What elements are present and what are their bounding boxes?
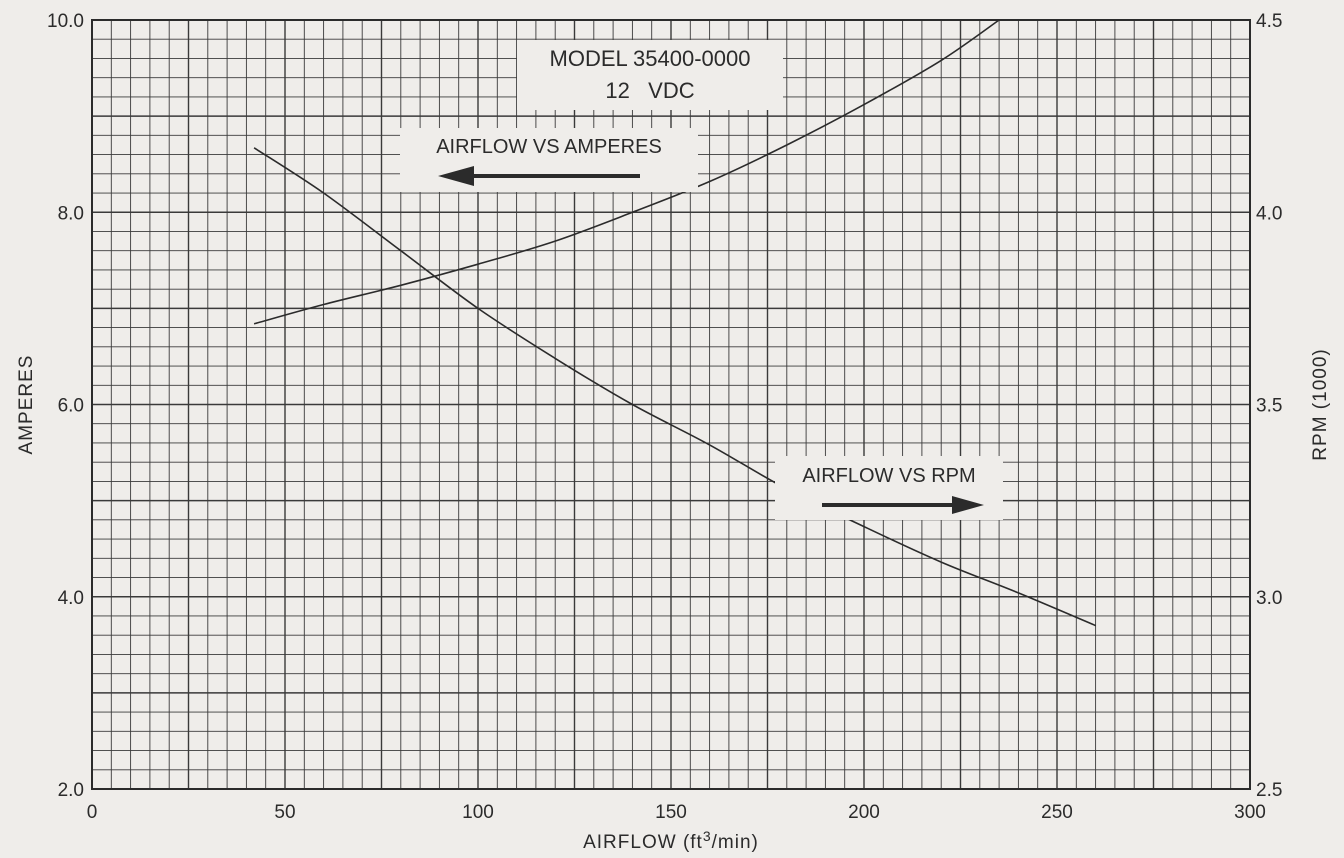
- x-tick-label: 100: [462, 802, 494, 823]
- left-axis-ticks: 2.0 4.0 6.0 8.0 10.0: [47, 11, 84, 801]
- left-axis-label: AMPERES: [16, 355, 37, 455]
- amperes-curve: [253, 147, 1096, 627]
- left-tick-label: 4.0: [58, 588, 84, 609]
- left-tick-label: 2.0: [58, 780, 84, 801]
- right-tick-label: 4.0: [1256, 203, 1282, 224]
- right-tick-label: 4.5: [1256, 11, 1282, 32]
- x-axis-label-tail: /min): [712, 832, 759, 853]
- x-tick-label: 0: [87, 802, 98, 823]
- x-tick-label: 250: [1041, 802, 1073, 823]
- x-tick-label: 50: [274, 802, 295, 823]
- right-tick-label: 2.5: [1256, 780, 1282, 801]
- amperes-annotation: AIRFLOW VS AMPERES: [400, 128, 698, 192]
- amperes-series-label: AIRFLOW VS AMPERES: [436, 136, 662, 158]
- right-tick-label: 3.5: [1256, 396, 1282, 417]
- rpm-series-label: AIRFLOW VS RPM: [802, 465, 975, 487]
- model-box-bg: [517, 40, 783, 110]
- x-tick-label: 150: [655, 802, 687, 823]
- arrow-head: [438, 166, 474, 186]
- rpm-annotation: AIRFLOW VS RPM: [775, 456, 1003, 520]
- chart-subtitle: 12 VDC: [605, 78, 694, 103]
- left-tick-label: 8.0: [58, 203, 84, 224]
- grid: [92, 20, 1250, 789]
- amperes-label-bg: [400, 128, 698, 192]
- left-tick-label: 6.0: [58, 396, 84, 417]
- right-axis-label: RPM (1000): [1310, 348, 1331, 460]
- right-tick-label: 3.0: [1256, 588, 1282, 609]
- x-axis-label-sup: 3: [703, 828, 712, 844]
- x-axis-label-main: AIRFLOW (ft: [583, 832, 703, 853]
- right-arrow-icon: [822, 496, 984, 514]
- x-tick-label: 200: [848, 802, 880, 823]
- plot-frame: [91, 19, 1251, 790]
- chart-title: MODEL 35400-0000: [550, 46, 751, 71]
- x-tick-label: 300: [1234, 802, 1266, 823]
- x-axis-label: AIRFLOW (ft3/min): [583, 828, 759, 853]
- arrow-head: [952, 496, 984, 514]
- left-arrow-icon: [438, 166, 640, 186]
- left-tick-label: 10.0: [47, 11, 84, 32]
- model-box: MODEL 35400-0000 12 VDC: [517, 40, 783, 110]
- x-axis-ticks: 0 50 100 150 200 250 300: [87, 802, 1266, 823]
- curves: [253, 19, 1096, 627]
- rpm-curve: [253, 19, 1000, 325]
- right-axis-ticks: 2.5 3.0 3.5 4.0 4.5: [1256, 11, 1282, 801]
